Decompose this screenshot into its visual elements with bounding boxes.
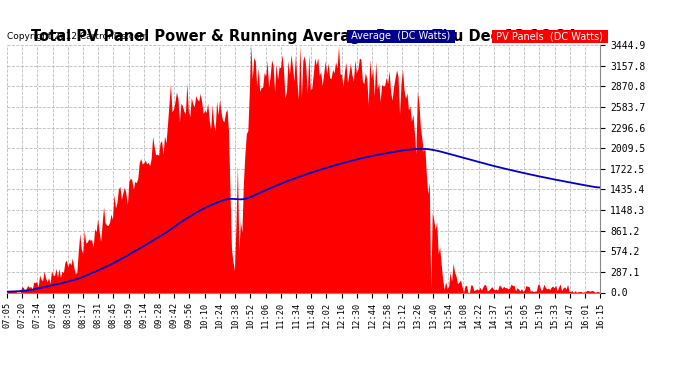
Text: Average  (DC Watts): Average (DC Watts) — [348, 32, 454, 41]
Title: Total PV Panel Power & Running Average Power Thu Dec 13 16:24: Total PV Panel Power & Running Average P… — [31, 29, 576, 44]
Text: PV Panels  (DC Watts): PV Panels (DC Watts) — [493, 32, 607, 41]
Text: Copyright 2012 Cartronics.com: Copyright 2012 Cartronics.com — [7, 32, 148, 41]
